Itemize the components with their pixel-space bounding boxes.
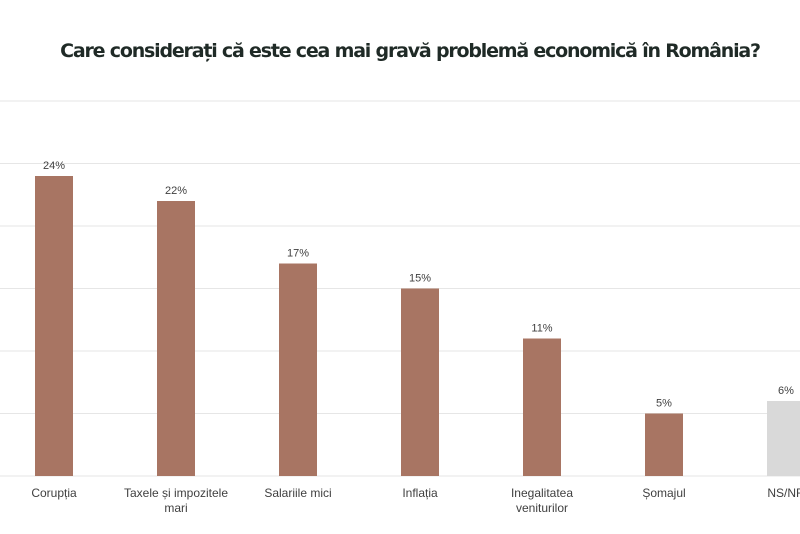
bar xyxy=(157,201,195,476)
category-label: Taxele și impozitele xyxy=(124,486,228,500)
bar xyxy=(401,288,439,476)
data-label: 22% xyxy=(165,185,187,197)
category-label: Salariile mici xyxy=(264,486,331,500)
data-label: 5% xyxy=(656,398,672,410)
bar xyxy=(523,338,561,476)
data-label: 24% xyxy=(43,160,65,172)
bar xyxy=(279,263,317,476)
category-label: mari xyxy=(164,501,187,515)
data-label: 11% xyxy=(531,323,552,335)
category-label: Șomajul xyxy=(642,486,685,500)
category-label: veniturilor xyxy=(516,501,568,515)
category-label: NS/NR xyxy=(767,486,800,500)
category-label: Corupția xyxy=(31,486,77,500)
data-label: 15% xyxy=(409,273,431,285)
category-label: Inegalitatea xyxy=(511,486,573,500)
data-label: 6% xyxy=(778,385,794,397)
chart-title: Care considerați că este cea mai gravă p… xyxy=(60,40,761,62)
bar xyxy=(645,413,683,476)
bar xyxy=(35,176,73,476)
category-label: Inflația xyxy=(402,486,438,500)
data-label: 17% xyxy=(287,248,309,260)
bar xyxy=(767,401,800,476)
